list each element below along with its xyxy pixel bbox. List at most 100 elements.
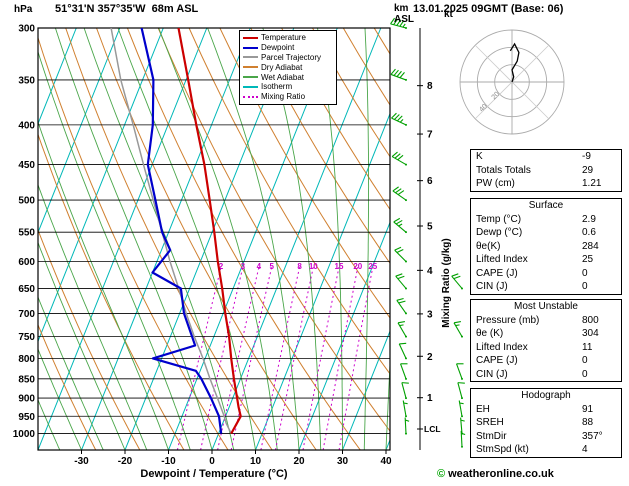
- panel-row: Pressure (mb) 800: [471, 314, 621, 328]
- panel-box-hodograph: Hodograph EH 91 SREH 88 StmDir 357° StmSpd (kt)…: [470, 388, 622, 458]
- mixing-ratio-line: [275, 266, 314, 450]
- wind-barb: [391, 151, 407, 166]
- panel-row: θe (K) 304: [471, 327, 621, 341]
- wind-barb: [458, 400, 464, 418]
- km-tick-label: 7: [427, 130, 433, 141]
- dry-adiabat-line: [188, 28, 390, 375]
- km-tick-label: 3: [427, 309, 433, 320]
- pressure-tick-label: 750: [18, 332, 35, 343]
- pressure-tick-label: 550: [18, 228, 35, 239]
- wet-adiabat-line: [38, 347, 82, 450]
- km-tick-label: 2: [427, 352, 433, 363]
- wet-adiabat-line: [117, 28, 256, 450]
- legend-line-swatch: [243, 76, 258, 79]
- panel-row-value: 0: [582, 281, 588, 292]
- isotherm-line: [298, 221, 390, 450]
- pressure-tick-label: 350: [18, 75, 35, 86]
- wet-adiabat-line: [83, 28, 235, 450]
- panel-row-value: 4: [582, 444, 588, 455]
- legend-line-swatch: [243, 66, 258, 69]
- legend-label: Temperature: [261, 33, 306, 43]
- wet-adiabat-line: [158, 28, 278, 450]
- panel-row-value: 88: [582, 417, 594, 428]
- wind-barb: [451, 273, 463, 290]
- dry-adiabat-line: [157, 28, 390, 432]
- km-tick-label: 6: [427, 176, 433, 187]
- panel-box-title: Surface: [528, 200, 564, 211]
- wind-barb: [395, 273, 407, 290]
- panel-row-label: Pressure (mb): [476, 314, 540, 326]
- wet-adiabat-line: [38, 295, 104, 450]
- dry-adiabat-line: [281, 28, 390, 211]
- dry-adiabat-line: [312, 28, 390, 158]
- panel-row-label: θe (K): [476, 328, 504, 339]
- panel-row-value: 11: [582, 341, 593, 353]
- legend-label: Parcel Trajectory: [261, 52, 322, 62]
- mixing-ratio-line: [338, 267, 374, 450]
- wet-adiabat-line: [38, 398, 61, 450]
- wind-barb: [401, 382, 409, 400]
- temp-tick-label: -20: [118, 456, 133, 467]
- panel-row-label: CAPE (J): [476, 355, 518, 366]
- panel-row-label: EH: [476, 403, 490, 415]
- wet-adiabat-line: [0, 28, 16, 450]
- mixing-ratio-label: 20: [353, 262, 362, 271]
- legend-line-swatch: [243, 85, 258, 88]
- panel-row: Lifted Index 25: [471, 253, 621, 267]
- pressure-tick-label: 600: [18, 257, 35, 268]
- wind-barb: [394, 246, 407, 263]
- temp-tick-label: 0: [209, 456, 215, 467]
- wind-barb: [456, 363, 464, 380]
- isotherm-line: [38, 28, 77, 126]
- hodograph-unit-label: kt: [444, 9, 454, 20]
- wet-adiabat-line: [363, 28, 370, 450]
- wet-adiabat-line: [38, 241, 126, 450]
- dewpoint-curve: [140, 28, 223, 434]
- km-tick-label: 4: [427, 266, 433, 277]
- pressure-tick-label: 850: [18, 374, 35, 385]
- mixing-ratio-label: 2: [219, 262, 224, 271]
- legend-line-swatch: [243, 56, 258, 59]
- pressure-tick-label: 700: [18, 309, 35, 320]
- mixing-ratio-line: [322, 267, 359, 450]
- mixing-ratio-label: 15: [335, 262, 344, 271]
- copyright-icon: ©: [437, 468, 446, 480]
- wet-adiabat-line: [38, 120, 169, 450]
- legend-item: Wet Adiabat: [243, 72, 336, 82]
- panel-row-value: 0: [582, 355, 588, 366]
- wind-barb: [453, 321, 463, 338]
- panel-row-label: θe(K): [476, 240, 501, 252]
- isotherm-line: [38, 28, 164, 343]
- mixing-ratio-line: [217, 266, 260, 450]
- panel-row-label: PW (cm): [476, 178, 515, 189]
- hodograph-ring-label: 40: [478, 103, 489, 114]
- temp-tick-label: -10: [161, 456, 176, 467]
- panel-row-value: 800: [582, 314, 599, 326]
- pressure-tick-label: 800: [18, 354, 35, 365]
- copyright: © weatheronline.co.uk: [437, 468, 554, 480]
- panel-row-label: StmDir: [476, 430, 507, 442]
- panel-row: PW (cm) 1.21: [471, 177, 621, 191]
- mixing-ratio-line: [302, 267, 340, 450]
- panel-row-label: Lifted Index: [476, 254, 528, 265]
- hodograph-trace: [509, 42, 520, 83]
- dry-adiabat-line: [96, 28, 317, 450]
- wet-adiabat-line: [408, 28, 438, 450]
- isotherm-line: [0, 28, 33, 450]
- isotherm-line: [38, 28, 208, 450]
- mixing-ratio-label: 8: [297, 262, 302, 271]
- wet-adiabat-line: [38, 183, 148, 450]
- pressure-axis-unit: hPa: [14, 4, 33, 15]
- legend-label: Isotherm: [261, 82, 293, 92]
- dry-adiabat-line: [38, 36, 229, 450]
- panel-row-value: 0.6: [582, 227, 596, 238]
- panel-row-label: CIN (J): [476, 368, 508, 380]
- chart-legend: Temperature Dewpoint Parcel Trajectory Dry …: [239, 30, 337, 105]
- wind-barb: [460, 430, 466, 448]
- wet-adiabat-line: [385, 355, 390, 450]
- wind-barb: [391, 112, 407, 126]
- panel-row: Temp (°C) 2.9: [471, 213, 621, 227]
- panel-box-most-unstable: Most Unstable Pressure (mb) 800 θe (K) 304 Li…: [470, 299, 622, 382]
- panel-row-value: 357°: [582, 430, 603, 442]
- panel-row: CAPE (J) 0: [471, 354, 621, 368]
